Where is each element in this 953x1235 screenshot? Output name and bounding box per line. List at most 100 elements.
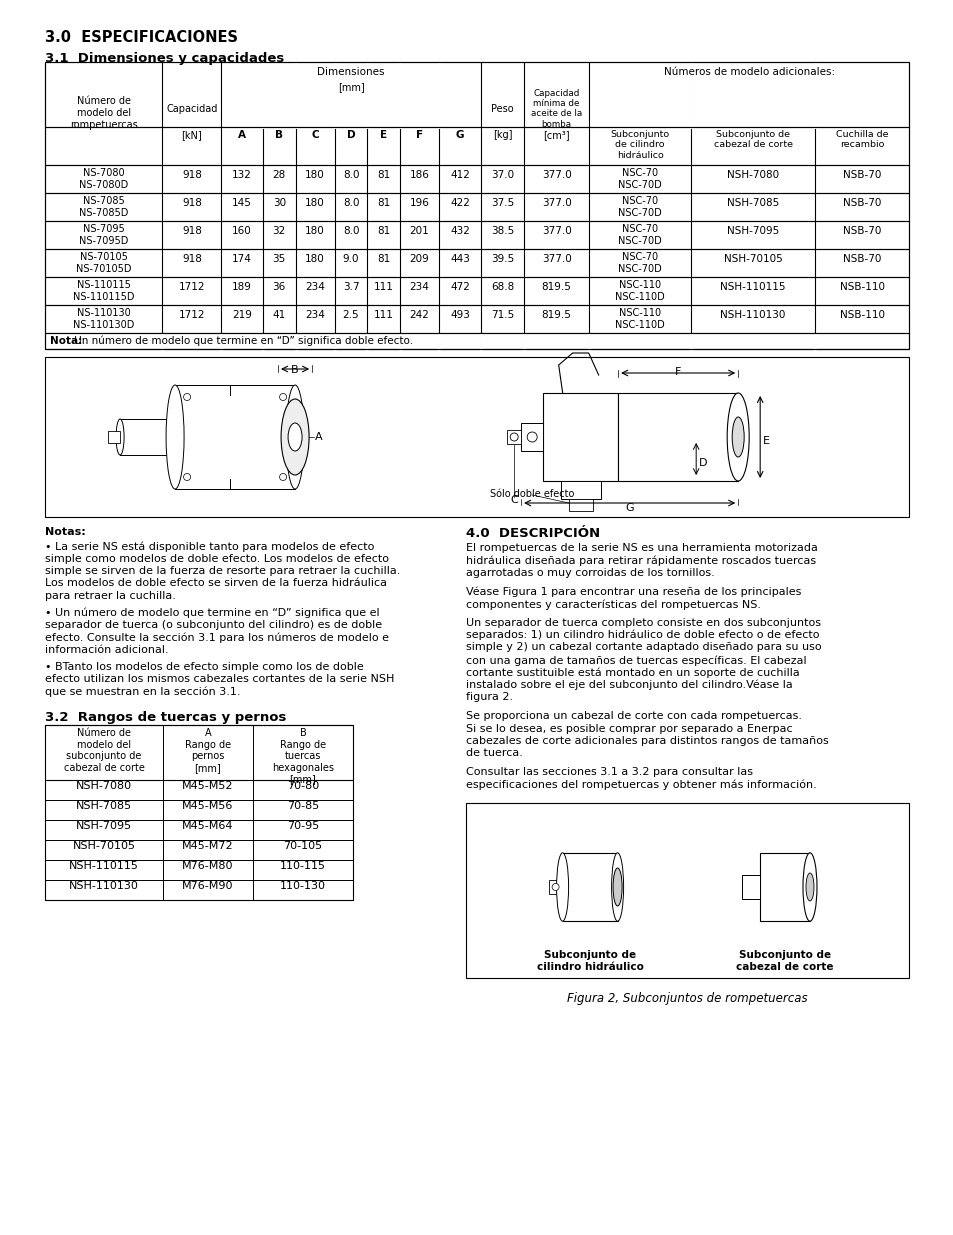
Text: Figura 2, Subconjuntos de rompetuercas: Figura 2, Subconjuntos de rompetuercas [567,992,807,1005]
Text: • BTanto los modelos de efecto simple como los de doble: • BTanto los modelos de efecto simple co… [45,662,363,672]
Text: NSH-7095: NSH-7095 [726,226,779,236]
Circle shape [527,432,537,442]
Text: 68.8: 68.8 [490,282,514,291]
Text: Capacidad
mínima de
aceite de la
bomba: Capacidad mínima de aceite de la bomba [531,89,581,128]
Bar [542,393,618,480]
Text: 209: 209 [409,254,429,264]
Text: 71.5: 71.5 [490,310,514,320]
Text: cabezales de corte adicionales para distintos rangos de tamaños: cabezales de corte adicionales para dist… [466,736,828,746]
Text: 110-115: 110-115 [280,861,326,871]
Text: efecto. Consulte la sección 3.1 para los números de modelo e: efecto. Consulte la sección 3.1 para los… [45,632,389,643]
Text: 918: 918 [182,198,201,207]
Bar [45,357,908,517]
Text: que se muestran en la sección 3.1.: que se muestran en la sección 3.1. [45,687,240,697]
Circle shape [552,883,558,890]
Text: Peso: Peso [491,104,514,114]
Text: 28: 28 [273,170,286,180]
Text: 111: 111 [374,282,394,291]
Text: M45-M64: M45-M64 [182,821,233,831]
Text: 234: 234 [305,310,325,320]
Text: NSH-7080: NSH-7080 [726,170,779,180]
Text: 9.0: 9.0 [342,254,359,264]
Text: para retraer la cuchilla.: para retraer la cuchilla. [45,592,175,601]
Bar [45,725,353,900]
Text: E: E [762,436,769,446]
Text: 38.5: 38.5 [490,226,514,236]
Text: especificaciones del rompetuercas y obtener más información.: especificaciones del rompetuercas y obte… [466,779,816,790]
Text: NS-7080
NS-7080D: NS-7080 NS-7080D [79,168,129,190]
Text: simple como modelos de doble efecto. Los modelos de efecto: simple como modelos de doble efecto. Los… [45,553,389,563]
Text: NSH-110130: NSH-110130 [720,310,785,320]
Text: NSH-110130: NSH-110130 [69,881,139,890]
Text: NSH-110115: NSH-110115 [69,861,139,871]
Ellipse shape [731,417,743,457]
Text: 918: 918 [182,170,201,180]
Text: componentes y características del rompetuercas NS.: componentes y características del rompet… [466,599,760,610]
Text: 377.0: 377.0 [541,226,571,236]
Ellipse shape [281,399,309,475]
Text: 234: 234 [409,282,429,291]
Text: E: E [379,130,387,140]
Bar [520,424,542,451]
Text: NSH-7095: NSH-7095 [76,821,132,831]
Text: 219: 219 [232,310,252,320]
Bar [507,430,520,445]
Text: NSB-70: NSB-70 [841,170,881,180]
Text: 70-95: 70-95 [287,821,319,831]
Text: NSC-70
NSC-70D: NSC-70 NSC-70D [618,224,661,246]
Text: NSH-7085: NSH-7085 [76,802,132,811]
Ellipse shape [116,419,124,454]
Text: 432: 432 [450,226,470,236]
Text: 186: 186 [409,170,429,180]
Text: NSB-110: NSB-110 [839,282,883,291]
Text: 3.7: 3.7 [342,282,359,291]
Text: D: D [346,130,355,140]
Text: [kN]: [kN] [181,130,202,140]
Text: 81: 81 [376,198,390,207]
Ellipse shape [286,385,304,489]
Text: NSB-110: NSB-110 [839,310,883,320]
Bar [760,853,809,921]
Text: 81: 81 [376,254,390,264]
Text: F: F [416,130,423,140]
Text: NSB-70: NSB-70 [841,226,881,236]
Text: Un separador de tuerca completo consiste en dos subconjuntos: Un separador de tuerca completo consiste… [466,618,821,627]
Circle shape [183,473,191,480]
Text: 377.0: 377.0 [541,170,571,180]
Text: 111: 111 [374,310,394,320]
Bar [741,876,760,899]
Text: NSC-110
NSC-110D: NSC-110 NSC-110D [615,280,664,301]
Text: 242: 242 [409,310,429,320]
Text: 3.1  Dimensiones y capacidades: 3.1 Dimensiones y capacidades [45,52,284,65]
Text: 493: 493 [450,310,470,320]
Text: Cuchilla de
recambio: Cuchilla de recambio [835,130,887,149]
Text: 70-105: 70-105 [283,841,322,851]
Text: información adicional.: información adicional. [45,645,169,655]
Text: Números de modelo adicionales:: Números de modelo adicionales: [663,67,834,77]
Text: 32: 32 [273,226,286,236]
Text: 39.5: 39.5 [490,254,514,264]
Text: G: G [456,130,464,140]
Text: 160: 160 [232,226,252,236]
Text: 819.5: 819.5 [541,282,571,291]
Bar [562,853,617,921]
Text: 37.5: 37.5 [490,198,514,207]
Text: NS-7085
NS-7085D: NS-7085 NS-7085D [79,196,129,217]
Text: NSH-110115: NSH-110115 [720,282,785,291]
Text: NSC-70
NSC-70D: NSC-70 NSC-70D [618,196,661,217]
Text: 145: 145 [232,198,252,207]
Text: Subconjunto
de cilindro
hidráulico: Subconjunto de cilindro hidráulico [610,130,669,159]
Text: [mm]: [mm] [337,82,364,91]
Text: simple y 2) un cabezal cortante adaptado diseñado para su uso: simple y 2) un cabezal cortante adaptado… [466,642,821,652]
Text: Consultar las secciones 3.1 a 3.2 para consultar las: Consultar las secciones 3.1 a 3.2 para c… [466,767,752,777]
Ellipse shape [726,393,748,480]
Text: 472: 472 [450,282,470,291]
Text: A
Rango de
pernos
[mm]: A Rango de pernos [mm] [185,727,231,773]
Ellipse shape [611,853,623,921]
Text: M76-M80: M76-M80 [182,861,233,871]
Text: 41: 41 [273,310,286,320]
Text: B
Rango de
tuercas
hexagonales
[mm]: B Rango de tuercas hexagonales [mm] [272,727,334,784]
Ellipse shape [166,385,184,489]
Text: 918: 918 [182,226,201,236]
Text: [kg]: [kg] [492,130,512,140]
